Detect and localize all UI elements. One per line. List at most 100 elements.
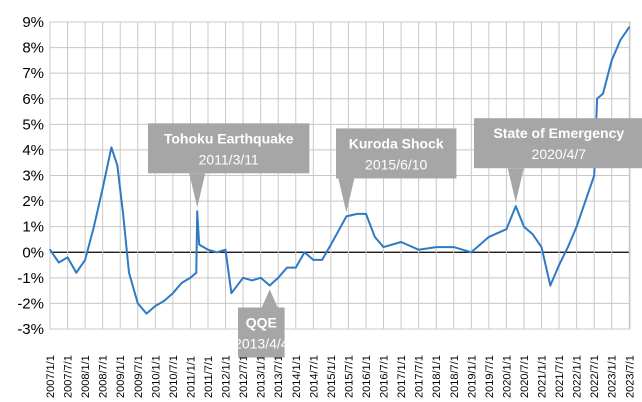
x-tick-label: 2008/7/1 bbox=[98, 355, 110, 398]
data-point bbox=[294, 266, 297, 269]
data-point bbox=[593, 174, 595, 177]
callout-pointer bbox=[338, 178, 355, 213]
y-tick-label: 1% bbox=[22, 219, 44, 236]
y-tick-label: 6% bbox=[22, 91, 44, 108]
x-tick-label: 2016/1/1 bbox=[361, 355, 373, 398]
data-point bbox=[531, 233, 534, 236]
x-tick-label: 2014/1/1 bbox=[291, 355, 303, 398]
data-point bbox=[345, 215, 348, 218]
y-tick-label: 7% bbox=[22, 65, 44, 82]
data-point bbox=[596, 97, 598, 100]
data-point bbox=[514, 205, 517, 207]
x-tick-label: 2009/1/1 bbox=[115, 355, 127, 398]
data-point bbox=[382, 246, 385, 248]
data-point bbox=[277, 277, 280, 279]
data-point bbox=[145, 312, 148, 315]
grid bbox=[49, 21, 631, 330]
data-point bbox=[619, 39, 622, 41]
x-axis-ticks: 2007/1/1 2007/7/1 2008/1/1 2008/7/1 2009/1/1… bbox=[45, 355, 636, 398]
callout-date: 2011/3/11 bbox=[199, 151, 259, 167]
data-point bbox=[435, 246, 437, 248]
callout-box bbox=[238, 307, 285, 358]
data-point bbox=[540, 246, 543, 248]
data-point bbox=[286, 266, 288, 269]
data-point bbox=[251, 279, 253, 282]
annotations: Tohoku Earthquake 2011/3/11 Kuroda Shock 20… bbox=[148, 118, 642, 358]
data-point bbox=[57, 261, 60, 264]
plot-area bbox=[49, 21, 631, 330]
x-tick-label: 2021/7/1 bbox=[554, 355, 566, 398]
data-point bbox=[101, 187, 104, 190]
data-point bbox=[567, 246, 569, 248]
callout-box bbox=[148, 123, 310, 174]
data-point bbox=[242, 277, 244, 279]
data-point bbox=[172, 292, 174, 294]
callout-pointer bbox=[261, 289, 278, 308]
data-point bbox=[215, 251, 218, 254]
callout-pointer bbox=[189, 173, 206, 208]
x-tick-label: 2019/7/1 bbox=[484, 355, 496, 398]
annotation-callout: QQE 2013/4/4 bbox=[234, 289, 289, 358]
data-point bbox=[321, 259, 323, 261]
data-point bbox=[488, 236, 490, 238]
x-tick-label: 2018/1/1 bbox=[431, 355, 443, 398]
callout-title: Kuroda Shock bbox=[349, 135, 444, 151]
x-tick-label: 2007/7/1 bbox=[63, 355, 75, 398]
data-point bbox=[110, 146, 113, 149]
data-point bbox=[330, 243, 332, 246]
x-tick-label: 2022/7/1 bbox=[589, 355, 601, 398]
data-point bbox=[558, 264, 560, 266]
data-point bbox=[66, 256, 69, 259]
x-tick-label: 2015/7/1 bbox=[343, 355, 355, 398]
data-point bbox=[128, 271, 130, 274]
x-tick-label: 2013/7/1 bbox=[273, 355, 285, 398]
data-point bbox=[75, 271, 78, 274]
x-tick-label: 2008/1/1 bbox=[80, 355, 92, 398]
x-tick-label: 2019/1/1 bbox=[466, 355, 478, 398]
y-tick-label: 3% bbox=[22, 168, 44, 185]
annotation-callout: Tohoku Earthquake 2011/3/11 bbox=[148, 123, 310, 208]
y-tick-label: -3% bbox=[17, 321, 44, 338]
data-point bbox=[365, 213, 367, 215]
x-tick-label: 2012/7/1 bbox=[238, 355, 250, 398]
data-point bbox=[373, 236, 376, 238]
data-point bbox=[303, 251, 306, 254]
data-point bbox=[196, 210, 199, 213]
x-tick-label: 2017/7/1 bbox=[414, 355, 426, 398]
x-tick-label: 2020/7/1 bbox=[519, 355, 531, 398]
data-point bbox=[268, 284, 271, 287]
series-layer bbox=[49, 26, 631, 315]
data-point bbox=[575, 225, 578, 228]
callout-date: 2013/4/4 bbox=[234, 336, 289, 352]
x-tick-label: 2017/1/1 bbox=[396, 355, 408, 398]
callout-title: State of Emergency bbox=[493, 125, 624, 141]
x-tick-label: 2014/7/1 bbox=[308, 355, 320, 398]
callout-box bbox=[336, 128, 457, 179]
x-tick-label: 2015/1/1 bbox=[326, 355, 338, 398]
data-point bbox=[116, 164, 119, 167]
data-point bbox=[189, 277, 192, 279]
data-point bbox=[400, 241, 402, 243]
data-point bbox=[452, 246, 455, 248]
data-point bbox=[207, 248, 209, 251]
data-point bbox=[136, 302, 139, 305]
callout-pointer bbox=[507, 168, 524, 203]
y-tick-label: -1% bbox=[17, 270, 44, 287]
data-point bbox=[259, 277, 262, 279]
x-tick-label: 2016/7/1 bbox=[379, 355, 391, 398]
y-tick-label: 5% bbox=[22, 116, 44, 133]
x-tick-label: 2021/1/1 bbox=[537, 355, 549, 398]
data-point bbox=[602, 92, 604, 95]
callout-title: Tohoku Earthquake bbox=[164, 130, 294, 146]
data-point bbox=[549, 284, 552, 287]
data-point bbox=[523, 225, 525, 228]
annotation-callout: Kuroda Shock 2015/6/10 bbox=[336, 128, 457, 213]
callout-box bbox=[474, 118, 642, 169]
y-tick-label: 2% bbox=[22, 193, 44, 210]
data-point bbox=[154, 305, 157, 307]
data-point bbox=[417, 248, 420, 251]
data-point bbox=[224, 248, 227, 251]
data-point bbox=[230, 292, 233, 294]
x-tick-label: 2023/7/1 bbox=[624, 355, 636, 398]
